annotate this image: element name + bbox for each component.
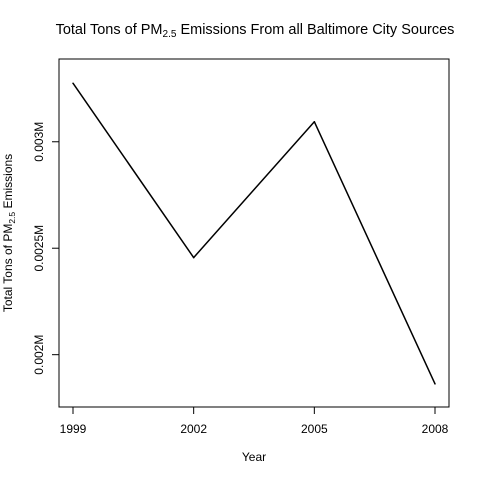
y-tick-label: 0.0025M — [32, 225, 46, 272]
y-axis-label-subscript: 2.5 — [7, 212, 17, 224]
y-axis-label: Total Tons of PM2.5 Emissions — [1, 154, 17, 312]
data-point — [192, 256, 195, 259]
plot-frame — [58, 58, 450, 408]
data-point — [72, 82, 74, 84]
y-axis: 0.002M 0.0025M 0.003M — [32, 122, 60, 375]
y-axis-label-prefix: Total Tons of PM — [1, 224, 15, 313]
y-tick-label: 0.003M — [32, 122, 46, 162]
x-tick-label: 2005 — [301, 422, 328, 436]
series-line — [72, 82, 436, 385]
x-tick-label: 2002 — [180, 422, 207, 436]
data-point — [434, 383, 436, 385]
y-tick-label: 0.002M — [32, 335, 46, 375]
chart-title-prefix: Total Tons of PM — [56, 22, 163, 38]
series-group — [72, 82, 436, 385]
x-tick-label: 2008 — [422, 422, 449, 436]
x-axis: 1999 2002 2005 2008 — [60, 406, 449, 436]
x-tick-label: 1999 — [60, 422, 87, 436]
chart-title-suffix: Emissions From all Baltimore City Source… — [176, 22, 454, 38]
x-axis-label: Year — [242, 450, 266, 464]
data-point — [313, 120, 316, 123]
chart-title: Total Tons of PM2.5 Emissions From all B… — [56, 22, 455, 40]
chart-title-subscript: 2.5 — [163, 29, 177, 40]
y-axis-label-suffix: Emissions — [1, 154, 15, 212]
